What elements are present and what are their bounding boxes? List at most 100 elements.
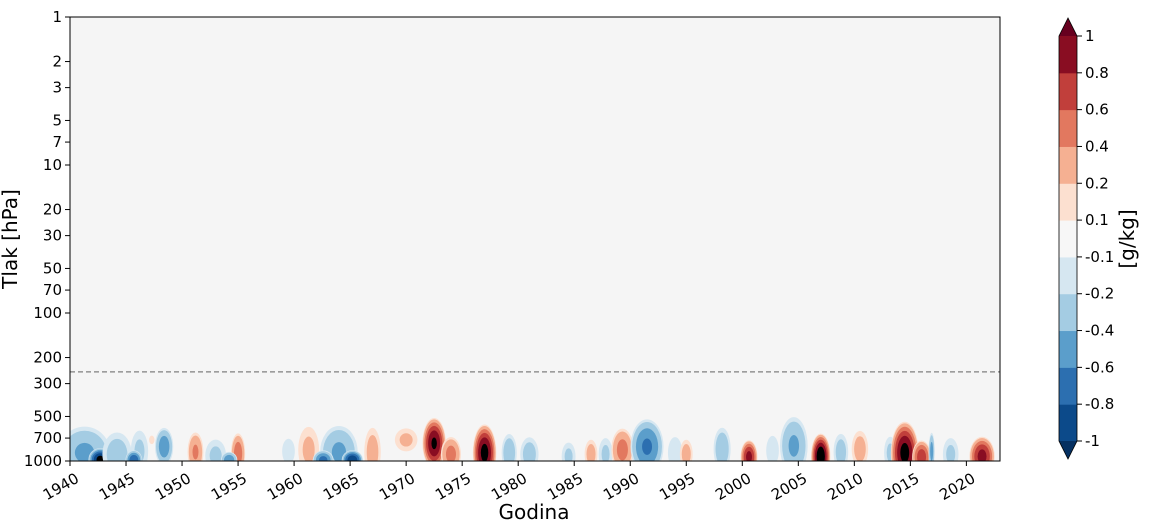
y-tick-label: 500 [33, 407, 62, 425]
negative-anomaly-contour [930, 442, 934, 461]
colorbar: -1 -0.8 -0.6 -0.4 -0.2 -0.1 0.1 0.2 0.4 0.6 0.8 1 [1058, 17, 1114, 460]
y-tick-label: 1000 [24, 452, 62, 470]
positive-anomaly-contour [480, 443, 489, 461]
y-tick-label: 200 [33, 349, 62, 367]
positive-anomaly-contour [746, 451, 752, 461]
colorbar-segment [1059, 256, 1077, 295]
negative-anomaly-contour [522, 442, 536, 461]
y-tick-label: 100 [33, 304, 62, 322]
negative-anomaly-contour [331, 442, 347, 461]
x-tick-label: 1975 [432, 469, 474, 504]
negative-anomaly-contour [715, 432, 729, 461]
negative-anomaly-contour [96, 455, 104, 461]
negative-anomaly-contour [642, 438, 653, 455]
colorbar-tick-label: 0.8 [1085, 64, 1109, 82]
negative-anomaly-contour [158, 435, 170, 458]
negative-anomaly-contour [601, 444, 610, 461]
positive-anomaly-contour [917, 449, 927, 461]
y-tick-label: 50 [43, 259, 62, 277]
x-axis-label: Godina [499, 500, 570, 524]
x-tick-label: 1950 [152, 469, 194, 504]
x-tick-label: 1990 [600, 469, 642, 504]
y-tick-label: 700 [33, 429, 62, 447]
negative-anomaly-contour [788, 434, 800, 457]
positive-anomaly-contour [192, 444, 199, 460]
x-tick-label: 2015 [880, 469, 922, 504]
y-tick-label: 2 [52, 53, 62, 71]
y-tick-label: 5 [52, 111, 62, 129]
positive-anomaly-contour [977, 449, 987, 461]
colorbar-tick-label: 0.1 [1085, 211, 1109, 229]
y-tick-label: 20 [43, 201, 62, 219]
colorbar-segment [1059, 404, 1077, 442]
negative-anomaly-contour [223, 454, 235, 461]
x-tick-label: 1955 [208, 469, 250, 504]
x-tick-label: 1960 [264, 469, 306, 504]
x-tick-label: 2010 [824, 469, 866, 504]
y-axis-label: Tlak [hPa] [0, 189, 22, 290]
colorbar-tick-label: 0.4 [1085, 137, 1109, 155]
colorbar-segment [1059, 146, 1077, 184]
colorbar-tick-label: -0.2 [1085, 285, 1114, 303]
positive-anomaly-contour [816, 446, 825, 461]
negative-anomaly-contour [209, 446, 222, 461]
colorbar-segment [1059, 220, 1077, 258]
negative-anomaly-contour [667, 437, 683, 461]
x-tick-label: 1985 [544, 469, 586, 504]
positive-anomaly-contour [586, 443, 596, 461]
y-tick-label: 7 [52, 133, 62, 151]
negative-anomaly-contour [835, 439, 847, 461]
positive-anomaly-contour [854, 436, 866, 461]
negative-anomaly-contour [282, 438, 295, 461]
plot-background [70, 17, 1000, 461]
x-tick-label: 1995 [656, 469, 698, 504]
colorbar-over-arrow [1059, 18, 1077, 36]
colorbar-segment [1059, 293, 1077, 332]
colorbar-tick-label: 0.6 [1085, 101, 1109, 119]
colorbar-tick-label: -0.4 [1085, 322, 1114, 340]
positive-anomaly-contour [431, 437, 437, 450]
x-tick-label: 2020 [936, 469, 978, 504]
x-tick-label: 1945 [96, 469, 138, 504]
x-tick-label: 1940 [40, 469, 82, 504]
colorbar-tick-label: -0.8 [1085, 395, 1114, 413]
colorbar-tick-label: 1 [1085, 27, 1095, 45]
positive-anomaly-contour [681, 443, 691, 461]
negative-anomaly-contour [129, 454, 139, 461]
negative-anomaly-contour [347, 455, 358, 461]
colorbar-under-arrow [1059, 441, 1077, 459]
x-tick-label: 1965 [320, 469, 362, 504]
y-tick-label: 300 [33, 375, 62, 393]
contour-fill-layer [70, 417, 995, 461]
positive-anomaly-contour [302, 436, 315, 461]
colorbar-tick-label: -1 [1085, 432, 1100, 450]
positive-anomaly-contour [149, 435, 155, 445]
positive-anomaly-contour [366, 434, 379, 461]
positive-anomaly-contour [445, 445, 456, 461]
colorbar-tick-label: -0.1 [1085, 248, 1114, 266]
negative-anomaly-contour [503, 438, 516, 461]
colorbar-tick-label: 0.2 [1085, 174, 1109, 192]
negative-anomaly-contour [946, 444, 956, 461]
positive-anomaly-contour [616, 439, 628, 461]
colorbar-segment [1059, 109, 1077, 147]
colorbar-tick-label: -0.6 [1085, 358, 1114, 376]
y-tick-label: 10 [43, 156, 62, 174]
x-tick-label: 1970 [376, 469, 418, 504]
negative-anomaly-contour [766, 435, 779, 461]
positive-anomaly-contour [900, 442, 910, 461]
negative-anomaly-contour [564, 448, 573, 461]
plot-frame [69, 16, 1001, 462]
x-axis: 1940 1945 1950 1955 1960 1965 1970 1975 1980 1985… [40, 461, 978, 504]
colorbar-segment [1059, 72, 1077, 111]
y-axis: 1 2 3 5 7 10 20 30 50 70 100 200 300 500 700 1000 [24, 8, 70, 470]
colorbar-segment [1059, 36, 1077, 74]
x-tick-label: 2005 [768, 469, 810, 504]
y-tick-label: 1 [52, 8, 62, 26]
colorbar-segment [1059, 183, 1077, 221]
negative-anomaly-contour [106, 438, 128, 461]
y-tick-label: 30 [43, 227, 62, 245]
y-tick-label: 70 [43, 281, 62, 299]
colorbar-label: [g/kg] [1115, 209, 1139, 268]
